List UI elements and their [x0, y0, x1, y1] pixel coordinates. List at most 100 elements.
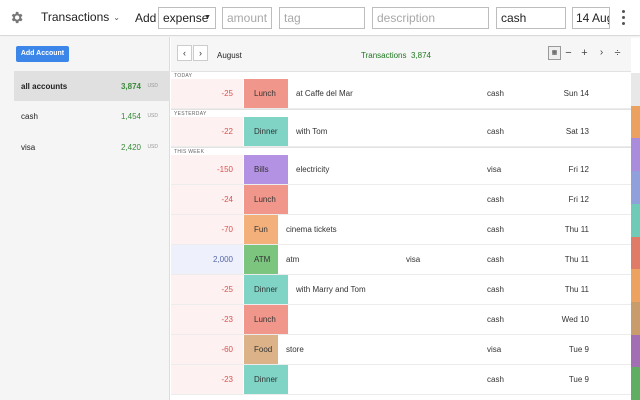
account-currency: USD — [147, 144, 158, 150]
tag-badge: Lunch — [244, 79, 288, 108]
account-cell: cash — [487, 285, 504, 294]
account-balance: 1,454 — [120, 112, 141, 121]
plus-icon[interactable]: + — [581, 47, 588, 59]
description-cell: atm — [286, 255, 300, 264]
account-cell: cash — [487, 255, 504, 264]
account-cell: cash — [487, 375, 504, 384]
description-cell: store — [286, 345, 304, 354]
amount-cell: -150 — [171, 155, 243, 184]
table-row[interactable]: -150 Bills electricity visa Fri 12 — [171, 155, 631, 185]
date-cell: Sat 13 — [565, 127, 589, 136]
prev-month-button[interactable]: ‹ — [177, 45, 192, 61]
amount-cell: -25 — [171, 79, 243, 108]
amount-cell: -25 — [171, 275, 243, 304]
type-select[interactable]: expense ▼ — [158, 7, 216, 29]
dropdown-arrow-icon: ▼ — [204, 14, 211, 21]
strip-segment — [631, 269, 640, 303]
account-name: visa — [21, 143, 36, 152]
table-row[interactable]: 2,000 ATM atm visa cash Thu 11 — [171, 245, 631, 275]
account-item-visa[interactable]: visa 2,420 USD — [14, 132, 170, 162]
tag-badge: Dinner — [244, 365, 288, 394]
description-cell: with Tom — [296, 127, 328, 136]
sidebar: Add Account all accounts 3,874 USD cash … — [0, 37, 170, 400]
table-row[interactable]: -23 Dinner cash Tue 9 — [171, 365, 631, 395]
account-cell: cash — [487, 127, 504, 136]
add-account-button[interactable]: Add Account — [16, 46, 69, 62]
account-currency: USD — [147, 113, 158, 119]
account-input[interactable]: cash — [496, 7, 566, 29]
gear-icon[interactable] — [9, 10, 24, 25]
description-cell: electricity — [296, 165, 330, 174]
transaction-count-value: 3,874 — [410, 51, 431, 60]
account-cell: cash — [487, 195, 504, 204]
account-currency: USD — [147, 83, 158, 89]
amount-cell: 2,000 — [171, 245, 243, 274]
strip-segment — [631, 171, 640, 205]
account-item-cash[interactable]: cash 1,454 USD — [14, 101, 170, 131]
account-cell: visa — [487, 165, 502, 174]
view-selector[interactable]: Transactions ⌄ — [41, 10, 120, 24]
date-cell: Thu 11 — [564, 255, 589, 264]
add-label: Add — [135, 11, 157, 25]
chevron-down-icon: ⌄ — [113, 13, 120, 22]
amount-cell: -22 — [171, 117, 243, 146]
tag-badge: Lunch — [244, 305, 288, 334]
description-input[interactable]: description — [372, 7, 489, 29]
more-menu-icon[interactable] — [618, 10, 628, 26]
amount-input[interactable]: amount — [222, 7, 272, 29]
account-name: all accounts — [21, 82, 68, 91]
tag-input[interactable]: tag — [279, 7, 365, 29]
table-row[interactable]: -23 Lunch cash Wed 10 — [171, 305, 631, 335]
account-cell: visa — [406, 255, 421, 264]
account-item-all[interactable]: all accounts 3,874 USD — [14, 71, 170, 101]
table-row[interactable]: -22 Dinner with Tom cash Sat 13 — [171, 117, 631, 147]
date-input[interactable]: 14 Aug — [572, 7, 610, 29]
tag-badge: Dinner — [244, 117, 288, 146]
next-month-button[interactable]: › — [193, 45, 208, 61]
account-balance: 3,874 — [120, 82, 141, 91]
table-row[interactable]: -70 Fun cinema tickets cash Thu 11 — [171, 215, 631, 245]
account-cell: visa — [487, 345, 502, 354]
section-yesterday: YESTERDAY — [171, 109, 631, 117]
account-cell: cash — [487, 225, 504, 234]
account-balance: 2,420 — [120, 143, 141, 152]
table-row[interactable]: -25 Lunch at Caffe del Mar cash Sun 14 — [171, 79, 631, 109]
tag-badge: Fun — [244, 215, 278, 244]
amount-cell: -24 — [171, 185, 243, 214]
select-all-icon[interactable]: ▦ — [548, 46, 561, 60]
tag-badge: Dinner — [244, 275, 288, 304]
top-bar: Transactions ⌄ Add expense ▼ amount tag d… — [0, 0, 640, 36]
chevron-right-icon[interactable]: › — [599, 47, 604, 58]
tag-badge: Food — [244, 335, 278, 364]
strip-segment — [631, 105, 640, 139]
type-select-value: expense — [163, 11, 209, 25]
strip-segment — [631, 236, 640, 270]
section-this-week: THIS WEEK — [171, 147, 631, 155]
strip-segment — [631, 138, 640, 172]
month-header: ‹ › August Transactions 3,874 ▦ − + › ÷ — [171, 37, 631, 71]
table-row[interactable]: -60 Food store visa Tue 9 — [171, 335, 631, 365]
minus-icon[interactable]: − — [565, 47, 572, 59]
tag-color-strip — [631, 73, 640, 400]
divide-icon[interactable]: ÷ — [614, 47, 621, 59]
date-cell: Fri 12 — [568, 165, 589, 174]
strip-segment — [631, 301, 640, 335]
date-cell: Thu 11 — [564, 285, 589, 294]
tag-badge: ATM — [244, 245, 278, 274]
description-cell: at Caffe del Mar — [296, 89, 353, 98]
description-cell: cinema tickets — [286, 225, 337, 234]
tag-badge: Bills — [244, 155, 288, 184]
date-cell: Thu 11 — [564, 225, 589, 234]
month-label: August — [217, 51, 242, 60]
view-selector-label: Transactions — [41, 10, 110, 24]
table-row[interactable]: -24 Lunch cash Fri 12 — [171, 185, 631, 215]
strip-segment — [631, 367, 640, 400]
table-row[interactable]: -25 Dinner with Marry and Tom cash Thu 11 — [171, 275, 631, 305]
strip-segment — [631, 334, 640, 368]
transaction-list: TODAY -25 Lunch at Caffe del Mar cash Sun 14… — [171, 71, 631, 400]
date-cell: Wed 10 — [561, 315, 589, 324]
amount-cell: -23 — [171, 305, 243, 334]
account-cell: cash — [487, 315, 504, 324]
transaction-count-label: Transactions — [361, 51, 407, 60]
section-today: TODAY — [171, 71, 631, 79]
